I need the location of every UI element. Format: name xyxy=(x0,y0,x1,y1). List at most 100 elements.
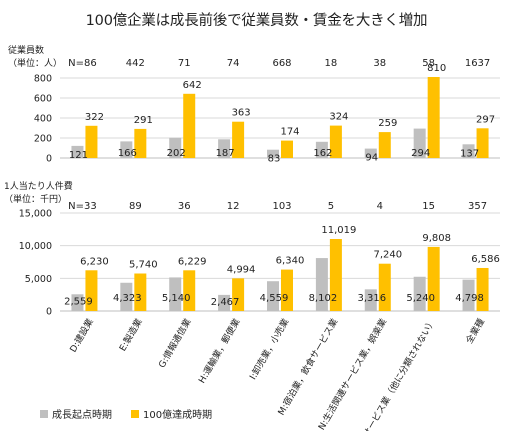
legend-swatch-end xyxy=(131,410,139,418)
data-label-start: 3,316 xyxy=(357,293,386,304)
bar-end-3 xyxy=(183,93,196,158)
bar-end-3 xyxy=(183,270,196,311)
data-label-start: 94 xyxy=(365,153,378,164)
data-label-end: 5,740 xyxy=(129,259,158,270)
y-tick-label: 200 xyxy=(34,134,52,145)
data-label-start: 2,559 xyxy=(64,296,93,307)
y-tick-label: 0 xyxy=(46,307,52,318)
count-label: 74 xyxy=(227,58,240,69)
count-label: N=86 xyxy=(68,58,97,69)
y-tick-label: 5,000 xyxy=(25,274,52,285)
bar-end-1 xyxy=(85,125,98,158)
y-axis-label: 1人当たり人件費 xyxy=(4,180,73,192)
data-label-start: 121 xyxy=(69,150,88,161)
data-label-start: 202 xyxy=(167,148,186,159)
data-label-end: 174 xyxy=(280,127,299,138)
bar-start-5 xyxy=(267,281,279,311)
category-label: D:建設業 xyxy=(67,316,96,354)
data-label-end: 291 xyxy=(134,115,153,126)
data-label-start: 162 xyxy=(313,148,332,159)
y-axis-label: （単位：人） xyxy=(8,57,62,69)
legend-label-start: 成長起点時期 xyxy=(52,409,112,421)
data-label-end: 642 xyxy=(183,80,202,91)
y-axis-label: （単位：千円） xyxy=(4,193,67,205)
data-label-start: 137 xyxy=(460,148,479,159)
data-label-end: 259 xyxy=(378,118,397,129)
y-tick-label: 400 xyxy=(34,114,52,125)
category-label: R:サービス業（他に分類されない） xyxy=(356,316,438,431)
legend-swatch-start xyxy=(40,410,48,418)
data-label-end: 297 xyxy=(476,114,495,125)
data-label-end: 7,240 xyxy=(373,250,402,261)
bar-end-6 xyxy=(329,239,342,311)
count-label: 38 xyxy=(373,58,386,69)
bar-end-6 xyxy=(329,125,342,158)
bar-end-5 xyxy=(281,269,293,311)
data-label-end: 6,586 xyxy=(471,254,500,265)
data-label-end: 11,019 xyxy=(321,225,356,236)
data-label-end: 324 xyxy=(329,112,348,123)
count-label: 15 xyxy=(422,201,435,212)
bar-end-1 xyxy=(85,270,98,311)
count-label: N=33 xyxy=(68,201,97,212)
bar-end-2 xyxy=(134,128,147,158)
category-label: E:製造業 xyxy=(117,316,145,353)
data-label-end: 4,994 xyxy=(227,264,256,275)
data-label-start: 187 xyxy=(216,148,235,159)
bar-start-9 xyxy=(462,144,475,158)
y-tick-label: 0 xyxy=(46,154,52,165)
y-tick-label: 15,000 xyxy=(19,209,52,220)
count-label: 89 xyxy=(129,201,142,212)
count-label: 71 xyxy=(178,58,191,69)
data-label-start: 2,467 xyxy=(211,297,240,308)
data-label-end: 6,230 xyxy=(80,256,109,267)
category-label: H:運輸業，郵便業 xyxy=(196,316,243,385)
bar-end-9 xyxy=(476,128,489,158)
legend-label-end: 100億達成時期 xyxy=(143,408,212,421)
bar-start-2 xyxy=(120,141,133,158)
data-label-end: 810 xyxy=(427,63,446,74)
y-tick-label: 10,000 xyxy=(19,241,52,252)
y-tick-label: 800 xyxy=(34,74,52,85)
bar-start-7 xyxy=(364,148,377,158)
count-label: 5 xyxy=(328,201,334,212)
bar-end-7 xyxy=(378,132,391,158)
count-label: 357 xyxy=(468,201,487,212)
data-label-end: 363 xyxy=(232,108,251,119)
count-label: 36 xyxy=(178,201,191,212)
data-label-start: 5,140 xyxy=(162,293,191,304)
y-axis-label: 従業員数 xyxy=(8,44,44,56)
count-label: 4 xyxy=(377,201,383,212)
data-label-end: 6,340 xyxy=(276,256,305,267)
bar-start-4 xyxy=(218,139,231,158)
data-label-end: 6,229 xyxy=(178,256,207,267)
bar-start-1 xyxy=(71,294,84,311)
data-label-start: 83 xyxy=(268,154,281,165)
category-label: 全業種 xyxy=(463,316,487,345)
category-label: G:情報通信業 xyxy=(156,316,194,370)
bar-start-8 xyxy=(413,128,426,158)
bar-start-9 xyxy=(462,279,475,311)
bar-start-6 xyxy=(315,258,328,311)
bar-start-4 xyxy=(218,294,231,311)
count-label: 12 xyxy=(227,201,240,212)
data-label-end: 322 xyxy=(85,112,104,123)
bar-end-9 xyxy=(476,267,489,311)
data-label-start: 4,559 xyxy=(260,293,289,304)
bar-start-3 xyxy=(169,137,182,158)
bar-end-8 xyxy=(427,77,440,158)
y-tick-label: 600 xyxy=(34,94,52,105)
bar-start-2 xyxy=(120,282,133,311)
count-label: 103 xyxy=(272,201,291,212)
bar-start-6 xyxy=(315,141,328,158)
count-label: 668 xyxy=(272,58,291,69)
data-label-start: 4,323 xyxy=(113,293,142,304)
bar-start-8 xyxy=(413,276,426,311)
data-label-start: 5,240 xyxy=(406,293,435,304)
bar-start-1 xyxy=(71,145,84,158)
category-label: I:卸売業，小売業 xyxy=(247,316,292,381)
chart-title: 100億企業は成長前後で従業員数・賃金を大きく増加 xyxy=(85,13,428,29)
count-label: 442 xyxy=(126,58,145,69)
